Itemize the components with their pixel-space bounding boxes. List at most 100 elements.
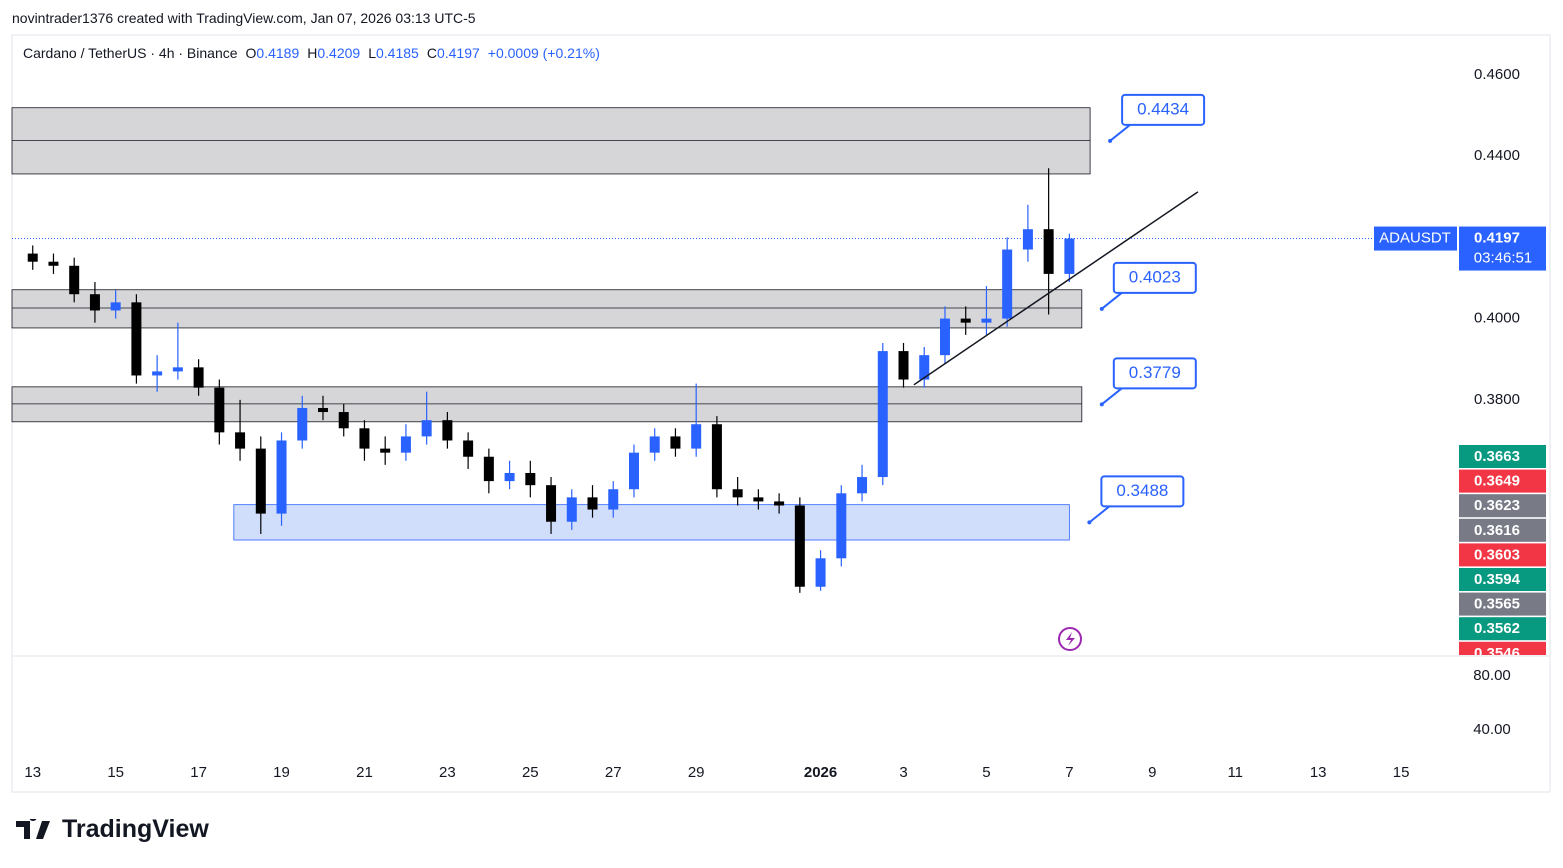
legend-value: 0.4209 (317, 45, 361, 61)
x-tick-label: 9 (1148, 764, 1156, 781)
callout-label: 0.3488 (1116, 481, 1168, 500)
candle-body (421, 420, 432, 437)
candle-body (317, 407, 328, 413)
side-label: 0.3603 (1474, 546, 1520, 563)
side-label: 0.3623 (1474, 497, 1520, 514)
candle-body (546, 485, 557, 522)
side-label-bg (1459, 641, 1546, 655)
candle-body (1002, 249, 1013, 319)
callout-pointer (1101, 387, 1123, 406)
side-label-stack: 0.3663 0.3649 0.3623 0.3616 0.3603 0.3594 0.35… (1459, 445, 1546, 662)
candle-body (359, 428, 370, 449)
callout-dot (1099, 306, 1104, 311)
callout-label: 0.4023 (1129, 267, 1181, 286)
price-tag (1459, 226, 1546, 271)
callout-label: 0.4434 (1137, 99, 1189, 118)
candle-body (131, 302, 142, 376)
symbol-tag (1374, 226, 1457, 251)
candle-body (711, 424, 722, 490)
candle-body (48, 261, 59, 266)
side-label-bg (1459, 469, 1546, 493)
candle-body (1064, 238, 1075, 274)
candle-body (89, 294, 100, 311)
legend-key: L (368, 45, 376, 61)
callout-box (1100, 475, 1185, 508)
candle-body (214, 387, 225, 433)
candle-body (898, 351, 909, 380)
x-tick-label: 15 (1393, 764, 1410, 781)
x-tick-label: 21 (356, 764, 373, 781)
candle-body (857, 477, 868, 494)
legend: Cardano / TetherUS · 4h · Binance O0.4189… (23, 45, 600, 61)
legend-value: 0.4197 (436, 45, 480, 61)
candle-body (815, 558, 826, 587)
side-label: 0.3594 (1474, 571, 1521, 588)
side-label-bg (1459, 592, 1546, 616)
x-tick-label: 29 (688, 764, 705, 781)
candle-body (774, 501, 785, 506)
zone (233, 504, 1070, 541)
candle-body (297, 407, 308, 441)
candle-body (608, 489, 619, 510)
y-tick-label: 0.4400 (1474, 147, 1520, 164)
candle-body (1043, 229, 1054, 274)
candle-body (960, 318, 971, 323)
candle-body (732, 489, 743, 498)
callout-box (1112, 357, 1197, 390)
legend-key: C (426, 45, 437, 61)
indicator-tick-label: 40.00 (1473, 721, 1511, 738)
side-label: 0.3562 (1474, 620, 1520, 637)
callout-pointer (1088, 505, 1110, 524)
candle-body (276, 440, 287, 514)
trend-line (913, 191, 1199, 386)
side-label: 0.3565 (1474, 596, 1520, 613)
x-tick-label: 15 (107, 764, 124, 781)
x-tick-label: 17 (190, 764, 207, 781)
candle-body (649, 436, 660, 453)
callout-pointer (1109, 124, 1131, 142)
candle-body (628, 452, 639, 490)
legend-change: +0.0009 (+0.21%) (487, 45, 600, 61)
indicator-tick-label: 80.00 (1473, 667, 1511, 684)
candle-body (691, 424, 702, 449)
candle-body (670, 436, 681, 449)
x-tick-label: 23 (439, 764, 456, 781)
price-tag-text: 0.4197 (1474, 230, 1520, 247)
brand: TradingView (62, 815, 209, 843)
candle-body (504, 472, 515, 482)
alert-bolt (1066, 632, 1075, 646)
candle-body (939, 318, 950, 356)
alert-icon[interactable] (1058, 627, 1082, 651)
candle-body (794, 505, 805, 587)
callout-pointer (1101, 292, 1123, 310)
side-label: 0.3546 (1474, 645, 1520, 662)
side-label-bg (1459, 518, 1546, 542)
symbol: Cardano / TetherUS · 4h · Binance (23, 45, 238, 61)
x-tick-label: 25 (522, 764, 539, 781)
y-tick-label: 0.4600 (1474, 66, 1520, 83)
side-label: 0.3649 (1474, 473, 1520, 490)
candle-body (1022, 229, 1033, 250)
candle-body (919, 355, 930, 380)
x-tick-label: 7 (1065, 764, 1073, 781)
credit: novintrader1376 created with TradingView… (12, 10, 476, 26)
x-tick-label: 27 (605, 764, 622, 781)
candle-body (753, 497, 764, 502)
candle-body (193, 367, 204, 388)
side-label-bg (1459, 543, 1546, 567)
y-tick-label: 0.4000 (1474, 310, 1520, 327)
x-tick-label: 5 (982, 764, 990, 781)
legend-key: H (307, 45, 318, 61)
brand-logo (16, 818, 50, 839)
candle-body (110, 302, 121, 311)
candle-body (380, 448, 391, 453)
candle-body (442, 420, 453, 441)
candle-body (338, 412, 349, 429)
candle-body (255, 448, 266, 514)
candle-body (235, 432, 246, 449)
countdown: 03:46:51 (1474, 250, 1532, 267)
side-label-bg (1459, 445, 1546, 468)
x-tick-label: 13 (1310, 764, 1327, 781)
